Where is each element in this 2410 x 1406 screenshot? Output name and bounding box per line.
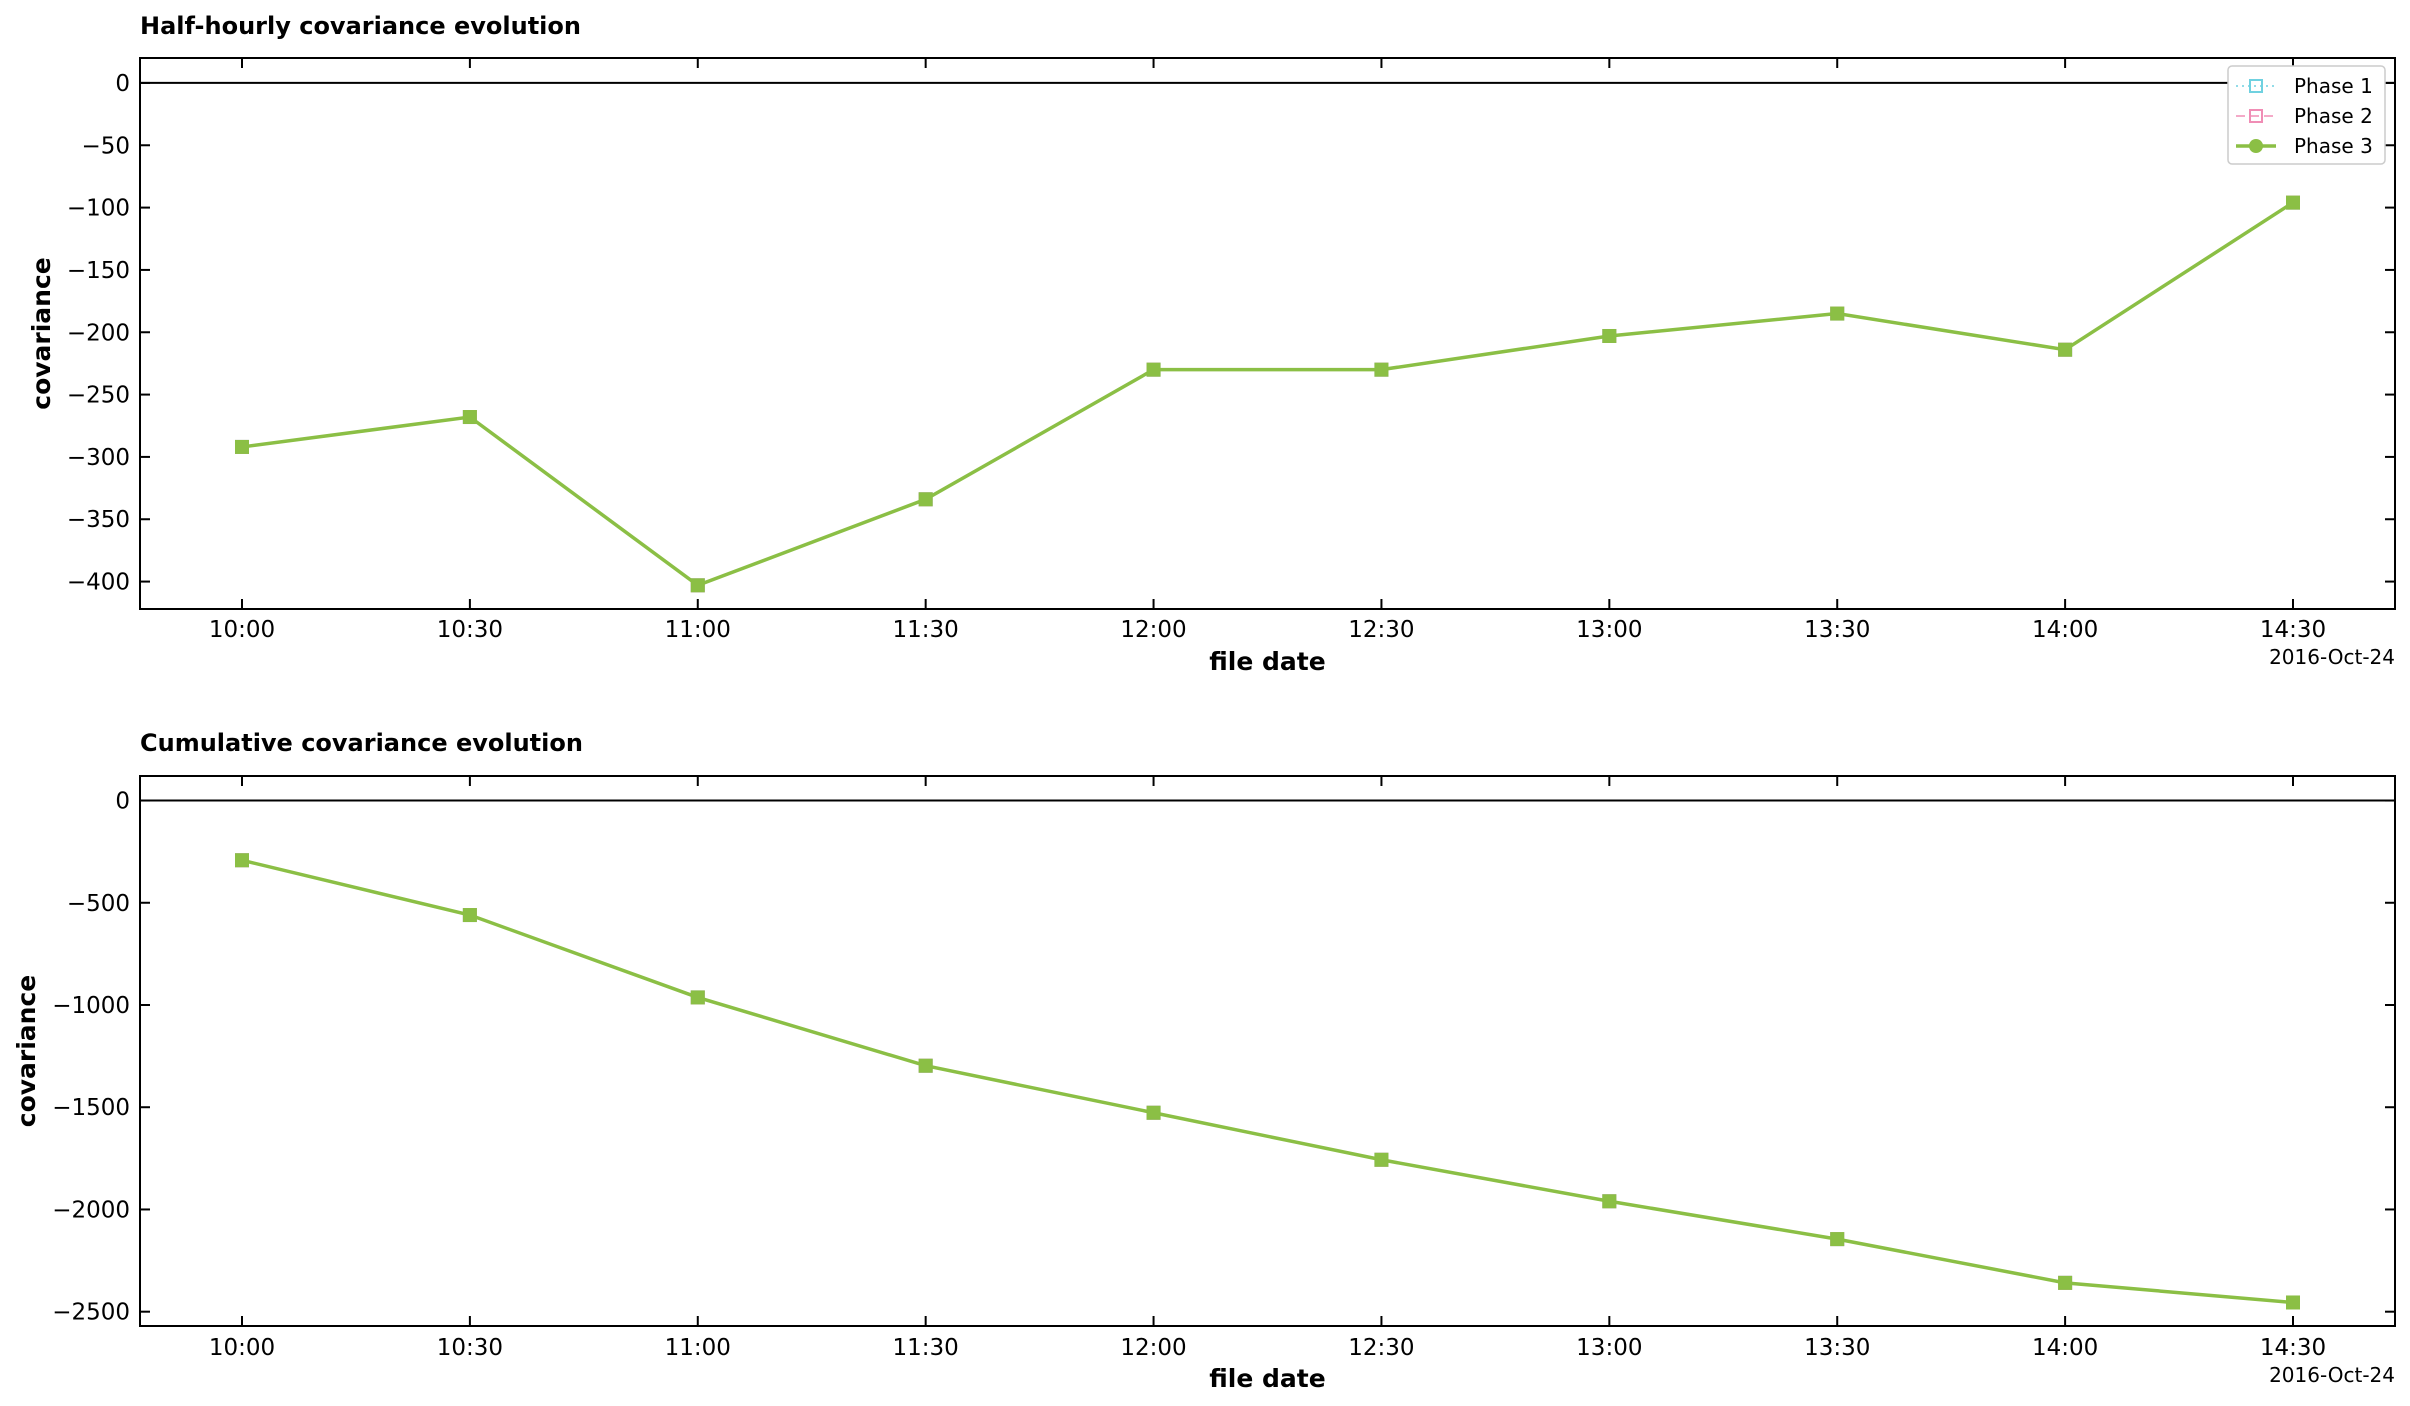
x-tick-label: 14:30	[2260, 617, 2326, 643]
x-tick-label: 13:30	[1804, 1335, 1870, 1361]
data-point	[462, 908, 477, 923]
data-point	[235, 439, 249, 454]
data-point	[690, 990, 705, 1005]
date-offset-label: 2016-Oct-24	[2269, 1363, 2395, 1387]
x-tick-label: 14:00	[2032, 1335, 2098, 1361]
data-point	[1602, 328, 1617, 343]
data-point	[2058, 342, 2073, 357]
x-tick-label: 12:00	[1120, 1335, 1186, 1361]
x-tick-label: 14:30	[2260, 1335, 2326, 1361]
data-point	[2286, 1295, 2300, 1310]
legend-label: Phase 3	[2294, 134, 2373, 158]
series-phase-1	[235, 853, 2300, 1310]
series-line	[241, 859, 2294, 1304]
data-point	[1146, 362, 1161, 377]
legend-marker	[2249, 79, 2263, 93]
y-tick-label: −350	[67, 507, 130, 533]
series-line	[241, 201, 2294, 587]
data-point	[235, 853, 249, 868]
x-tick-label: 10:00	[209, 617, 275, 643]
legend-label: Phase 2	[2294, 104, 2373, 128]
series-line	[241, 859, 2294, 1304]
chart-title: Half-hourly covariance evolution	[140, 12, 581, 40]
legend: Phase 1 Phase 2 Phase 3	[2227, 65, 2386, 165]
x-tick-label: 11:30	[893, 617, 959, 643]
y-tick-label: −250	[67, 383, 130, 409]
x-tick-label: 13:00	[1576, 617, 1642, 643]
series-phase-2	[235, 853, 2300, 1310]
data-point	[918, 1058, 933, 1073]
data-point	[690, 578, 705, 593]
plot-frame	[139, 775, 2396, 1327]
x-tick-label: 10:30	[437, 617, 503, 643]
x-tick-label: 14:00	[2032, 617, 2098, 643]
x-tick-label: 11:00	[665, 1335, 731, 1361]
plot-frame	[139, 57, 2396, 610]
y-axis-label: covariance	[12, 975, 41, 1128]
data-point	[2286, 195, 2300, 210]
x-tick-label: 12:30	[1348, 1335, 1414, 1361]
data-point	[1830, 1232, 1845, 1247]
data-point	[2058, 1275, 2073, 1290]
date-offset-label: 2016-Oct-24	[2269, 645, 2395, 669]
data-point	[918, 492, 933, 507]
y-tick-label: −500	[67, 891, 130, 917]
chart-panel-1: Half-hourly covariance evolution 0 −50 −100…	[27, 12, 2396, 676]
legend-marker	[2249, 139, 2263, 153]
x-tick-label: 13:30	[1804, 617, 1870, 643]
y-tick-label: −150	[67, 258, 130, 284]
data-point	[462, 410, 477, 425]
y-tick-label: 0	[115, 789, 130, 815]
chart-panel-2: Cumulative covariance evolution 0 −500 −100…	[12, 729, 2396, 1393]
y-tick-label: −2500	[52, 1300, 130, 1326]
y-tick-label: −50	[81, 133, 130, 159]
series-phase-3	[235, 195, 2300, 593]
chart-title: Cumulative covariance evolution	[140, 729, 583, 757]
series-phase-1	[235, 195, 2300, 593]
x-tick-label: 12:30	[1348, 617, 1414, 643]
x-tick-label: 11:30	[893, 1335, 959, 1361]
y-tick-label: −2000	[52, 1197, 130, 1223]
series-line	[241, 858, 2294, 1305]
y-tick-label: 0	[115, 71, 130, 97]
data-point	[1374, 362, 1389, 377]
data-point	[1146, 1105, 1161, 1120]
y-axis-label: covariance	[27, 257, 56, 410]
x-tick-label: 10:30	[437, 1335, 503, 1361]
x-axis-label: file date	[1209, 1364, 1325, 1393]
y-tick-label: −300	[67, 445, 130, 471]
series-line	[241, 201, 2294, 588]
legend-label: Phase 1	[2294, 74, 2373, 98]
data-point	[1830, 306, 1845, 321]
series-phase-2	[235, 195, 2300, 593]
x-tick-label: 10:00	[209, 1335, 275, 1361]
y-tick-label: −200	[67, 320, 130, 346]
legend-marker	[2249, 109, 2263, 123]
x-tick-label: 11:00	[665, 617, 731, 643]
legend-box	[2227, 65, 2386, 165]
x-axis-label: file date	[1209, 647, 1325, 676]
series-line	[241, 201, 2294, 587]
x-tick-label: 12:00	[1120, 617, 1186, 643]
data-point	[1374, 1152, 1389, 1167]
y-tick-label: −100	[67, 196, 130, 222]
y-tick-label: −1000	[52, 993, 130, 1019]
x-tick-label: 13:00	[1576, 1335, 1642, 1361]
series-phase-3	[235, 853, 2300, 1310]
y-tick-label: −400	[67, 570, 130, 596]
y-tick-label: −1500	[52, 1095, 130, 1121]
data-point	[1602, 1194, 1617, 1209]
